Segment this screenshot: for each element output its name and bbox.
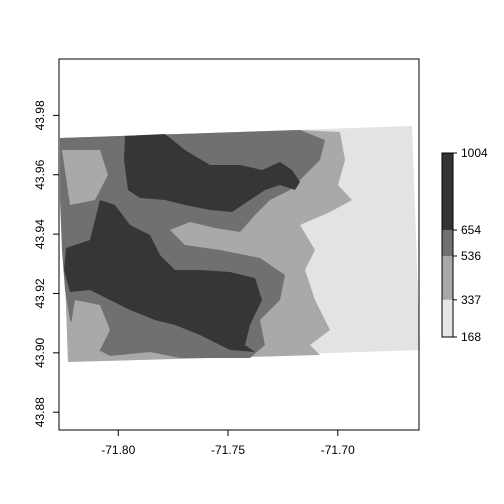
y-tick-label: 43.90 [33, 337, 47, 367]
legend-tick-label: 1004 [461, 146, 488, 160]
legend-tick-label: 337 [461, 293, 481, 307]
plot-frame [58, 58, 420, 431]
x-tick-label: -71.80 [101, 443, 135, 457]
class-337-536-patch-west [62, 150, 108, 205]
class-337-536-patch-southwest [70, 300, 110, 355]
legend-swatch [442, 230, 453, 257]
legend-frame [441, 152, 454, 338]
legend: 168 337 536 654 1004 [441, 146, 488, 344]
y-tick-label: 43.96 [33, 159, 47, 189]
x-axis: -71.80 -71.75 -71.70 [101, 430, 355, 457]
y-tick-label: 43.88 [33, 397, 47, 427]
class-654-1004-region-south [64, 200, 262, 352]
y-tick-label: 43.92 [33, 278, 47, 308]
y-tick-label: 43.94 [33, 219, 47, 249]
elevation-raster [60, 126, 420, 362]
legend-swatch [442, 299, 453, 337]
legend-tick-label: 536 [461, 249, 481, 263]
legend-tick-label: 168 [461, 330, 481, 344]
y-axis: 43.88 43.90 43.92 43.94 43.96 43.98 [33, 100, 59, 427]
legend-tick-label: 654 [461, 223, 481, 237]
y-tick-label: 43.98 [33, 100, 47, 130]
x-tick-label: -71.75 [211, 443, 245, 457]
class-654-1004-region-north [124, 134, 300, 212]
legend-swatch [442, 256, 453, 300]
legend-swatch [442, 153, 453, 231]
x-tick-label: -71.70 [321, 443, 355, 457]
